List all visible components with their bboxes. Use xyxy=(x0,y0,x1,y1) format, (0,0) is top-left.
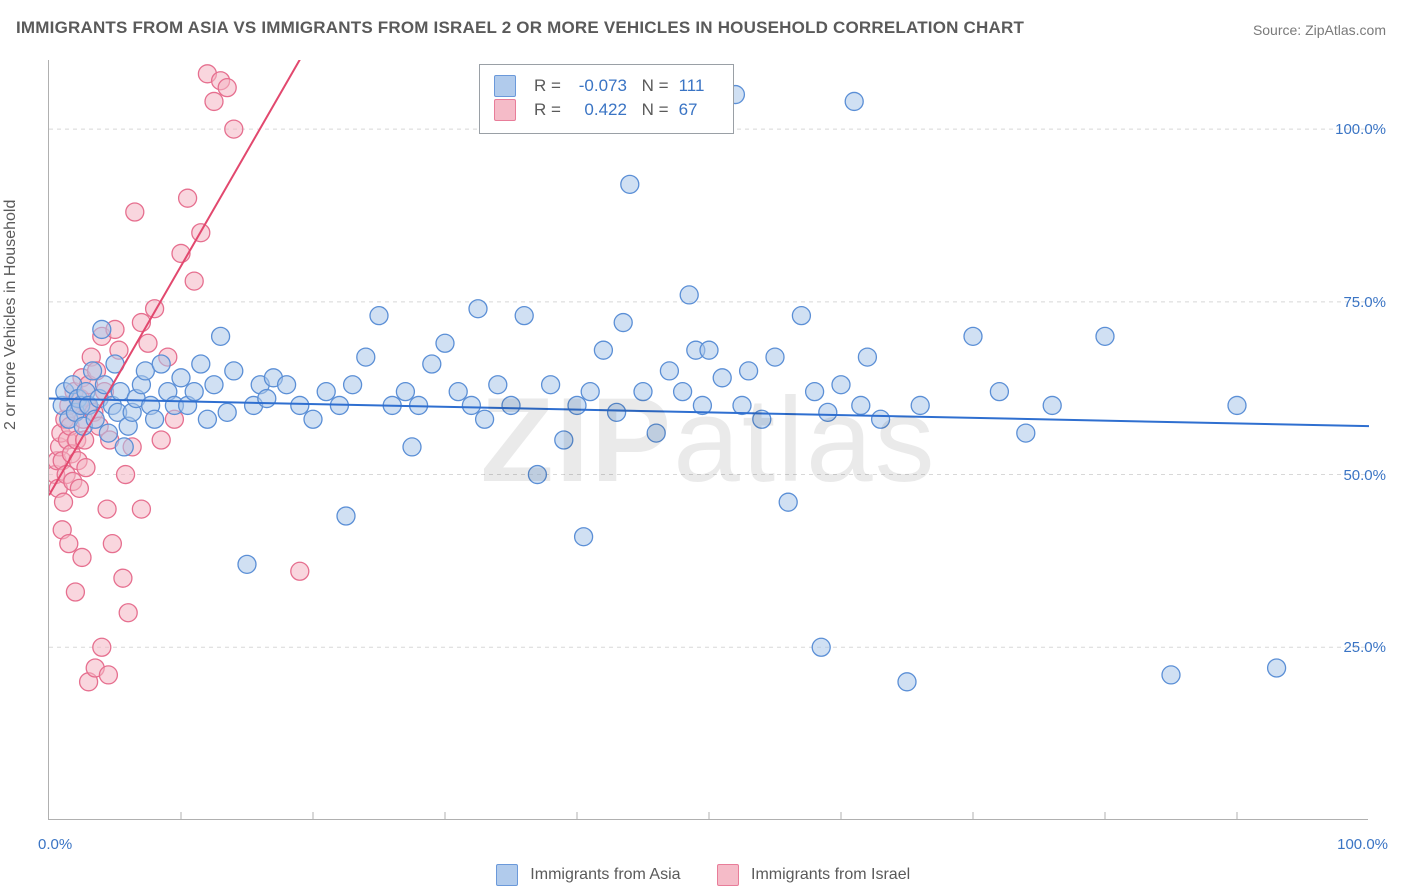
scatter-svg xyxy=(49,60,1369,820)
chart-title: IMMIGRANTS FROM ASIA VS IMMIGRANTS FROM … xyxy=(16,18,1024,38)
y-tick-label: 75.0% xyxy=(1343,294,1386,311)
bottom-legend-asia: Immigrants from Asia xyxy=(496,864,681,886)
legend-N-label: N = xyxy=(637,76,669,96)
bottom-label-asia: Immigrants from Asia xyxy=(530,866,680,883)
y-tick-label: 100.0% xyxy=(1335,121,1386,138)
bottom-swatch-israel xyxy=(717,864,739,886)
legend-N-israel: 67 xyxy=(679,100,719,120)
legend-swatch-israel xyxy=(494,99,516,121)
legend-R-label: R = xyxy=(534,76,561,96)
bottom-legend: Immigrants from Asia Immigrants from Isr… xyxy=(0,864,1406,886)
legend-N-asia: 111 xyxy=(679,76,719,96)
y-tick-label: 25.0% xyxy=(1343,639,1386,656)
source-label: Source: ZipAtlas.com xyxy=(1253,22,1386,38)
bottom-label-israel: Immigrants from Israel xyxy=(751,866,910,883)
legend-row-asia: R = -0.073 N = 111 xyxy=(494,75,719,97)
legend-R-label: R = xyxy=(534,100,561,120)
bottom-swatch-asia xyxy=(496,864,518,886)
plot-area: ZIPatlas R = -0.073 N = 111 R = 0.422 N … xyxy=(48,60,1368,820)
legend-swatch-asia xyxy=(494,75,516,97)
x-tick-min: 0.0% xyxy=(38,836,72,853)
legend-R-israel: 0.422 xyxy=(571,100,627,120)
legend-row-israel: R = 0.422 N = 67 xyxy=(494,99,719,121)
y-tick-label: 50.0% xyxy=(1343,467,1386,484)
legend-R-asia: -0.073 xyxy=(571,76,627,96)
y-axis-label: 2 or more Vehicles in Household xyxy=(2,200,20,430)
x-tick-max: 100.0% xyxy=(1337,836,1388,853)
bottom-legend-israel: Immigrants from Israel xyxy=(717,864,911,886)
legend-N-label: N = xyxy=(637,100,669,120)
correlation-legend: R = -0.073 N = 111 R = 0.422 N = 67 xyxy=(479,64,734,134)
